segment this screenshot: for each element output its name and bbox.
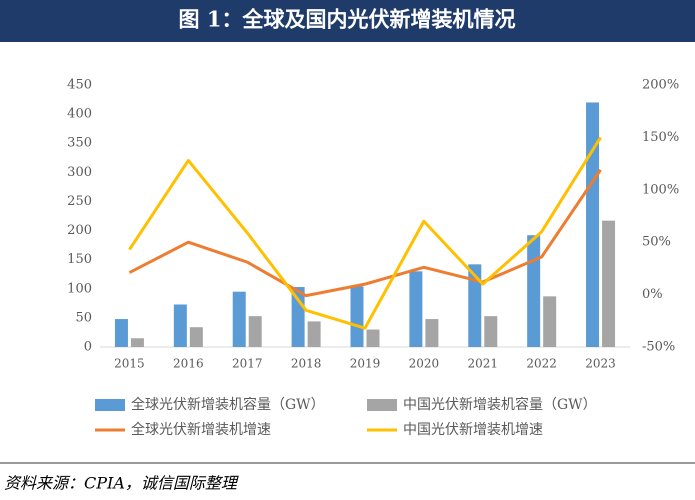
y-tick-label: 350 (67, 136, 92, 151)
bar (248, 316, 262, 347)
y2-tick-label: 200% (642, 78, 679, 93)
x-tick-label: 2015 (114, 357, 145, 371)
line (128, 136, 602, 330)
x-tick-label: 2021 (468, 357, 499, 371)
x-tick-label: 2016 (173, 357, 204, 371)
y-tick-label: 0 (84, 340, 92, 355)
y-tick-label: 400 (67, 107, 92, 122)
bar (586, 102, 600, 347)
bar (409, 271, 423, 347)
y-tick-label: 300 (67, 165, 92, 180)
y-tick-label: 50 (75, 310, 92, 325)
y2-tick-label: -50% (642, 340, 675, 355)
title-bar (0, 0, 695, 42)
legend-label: 全球光伏新增装机容量（GW） (131, 396, 325, 413)
legend-swatch (95, 399, 125, 411)
bar (189, 327, 203, 347)
x-tick-label: 2018 (291, 357, 322, 371)
bar (114, 319, 128, 347)
y-tick-label: 450 (67, 78, 92, 93)
source-note: 资料来源：CPIA，诚信国际整理 (4, 474, 239, 493)
bar (350, 286, 364, 347)
bar (232, 291, 246, 347)
legend-label: 中国光伏新增装机增速 (403, 422, 543, 438)
y2-tick-label: 150% (642, 130, 679, 145)
bar (425, 319, 439, 347)
bar (130, 338, 144, 347)
x-tick-label: 2017 (232, 357, 263, 371)
legend-swatch (367, 399, 397, 411)
y-tick-label: 100 (67, 281, 92, 296)
legend-label: 全球光伏新增装机增速 (131, 421, 271, 438)
y-tick-label: 250 (67, 194, 92, 209)
y-tick-label: 200 (67, 223, 92, 238)
legend-label: 中国光伏新增装机容量（GW） (403, 396, 597, 413)
bar (173, 304, 187, 347)
y2-tick-label: 50% (642, 235, 671, 250)
line (128, 169, 602, 298)
y2-tick-label: 0% (642, 287, 663, 302)
bar (543, 296, 557, 347)
bar (307, 321, 321, 347)
x-tick-label: 2019 (350, 357, 381, 371)
y2-tick-label: 100% (642, 182, 679, 197)
x-tick-label: 2020 (409, 357, 440, 371)
bar (468, 264, 482, 347)
y-tick-label: 150 (67, 252, 92, 267)
x-tick-label: 2022 (526, 357, 557, 371)
bar (484, 316, 498, 347)
bar (602, 220, 616, 347)
chart-title: 图 1：全球及国内光伏新增装机情况 (179, 7, 516, 32)
bar (366, 329, 380, 347)
x-tick-label: 2023 (585, 357, 616, 371)
bar (527, 235, 541, 347)
